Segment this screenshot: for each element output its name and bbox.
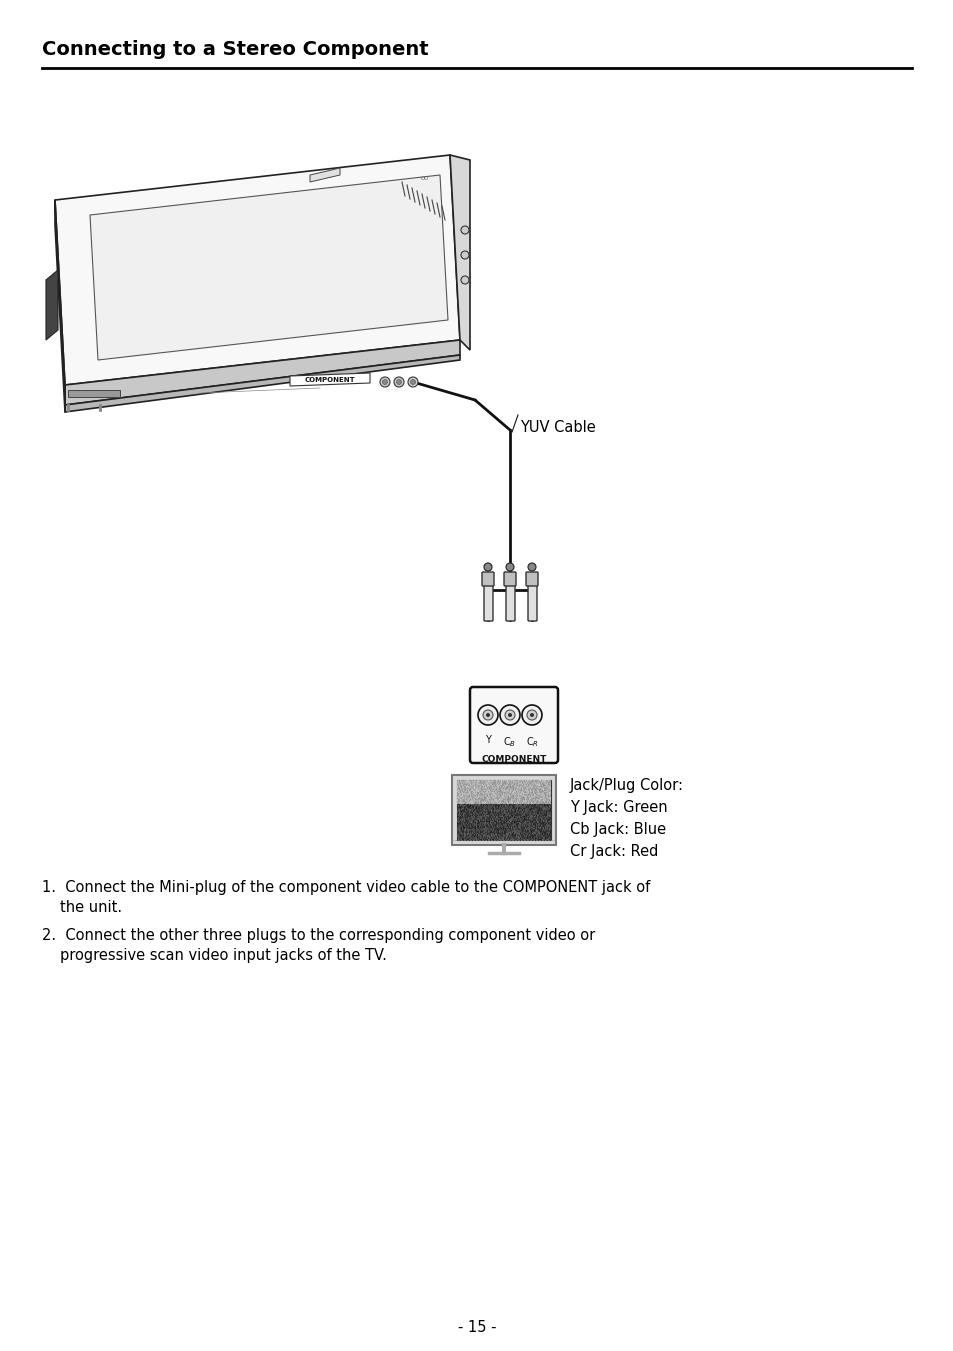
Text: Connecting to a Stereo Component: Connecting to a Stereo Component [42,41,428,59]
Text: 1.  Connect the Mini-plug of the component video cable to the COMPONENT jack of: 1. Connect the Mini-plug of the componen… [42,880,650,894]
Polygon shape [55,200,65,412]
Circle shape [460,226,469,234]
FancyBboxPatch shape [483,584,493,621]
FancyBboxPatch shape [470,688,558,763]
Text: Cr Jack: Red: Cr Jack: Red [569,844,658,859]
Circle shape [382,380,387,385]
Text: Y: Y [484,735,491,744]
Circle shape [379,377,390,386]
Text: ---: --- [500,784,506,788]
FancyBboxPatch shape [527,584,537,621]
Circle shape [483,563,492,571]
Circle shape [477,705,497,725]
Text: C$_B$: C$_B$ [503,735,516,748]
Polygon shape [290,373,370,386]
FancyBboxPatch shape [505,584,515,621]
Text: progressive scan video input jacks of the TV.: progressive scan video input jacks of th… [60,948,387,963]
Circle shape [521,705,541,725]
Circle shape [460,276,469,284]
Circle shape [527,563,536,571]
Text: Jack/Plug Color:: Jack/Plug Color: [569,778,683,793]
Circle shape [499,705,519,725]
Text: COMPONENT: COMPONENT [481,755,546,765]
Text: 2.  Connect the other three plugs to the corresponding component video or: 2. Connect the other three plugs to the … [42,928,595,943]
Circle shape [485,713,490,717]
Text: YUV Cable: YUV Cable [519,420,595,435]
Circle shape [530,713,534,717]
FancyBboxPatch shape [503,571,516,586]
Text: the unit.: the unit. [60,900,122,915]
Polygon shape [65,340,459,405]
Circle shape [505,563,514,571]
Circle shape [507,713,512,717]
Circle shape [460,251,469,259]
Polygon shape [90,176,448,359]
FancyBboxPatch shape [452,775,556,844]
Polygon shape [46,270,58,340]
Polygon shape [310,168,339,182]
Text: C$_R$: C$_R$ [525,735,537,748]
Text: COMPONENT: COMPONENT [304,377,355,382]
FancyBboxPatch shape [525,571,537,586]
Circle shape [394,377,403,386]
Circle shape [396,380,401,385]
Text: Cb Jack: Blue: Cb Jack: Blue [569,821,665,838]
Text: OO: OO [420,176,429,181]
Polygon shape [55,155,459,385]
Polygon shape [450,155,470,350]
Text: Y Jack: Green: Y Jack: Green [569,800,667,815]
FancyBboxPatch shape [481,571,494,586]
Polygon shape [68,390,120,397]
Circle shape [482,711,493,720]
Polygon shape [65,355,459,412]
FancyBboxPatch shape [456,780,551,840]
Circle shape [408,377,417,386]
Circle shape [410,380,416,385]
Circle shape [504,711,515,720]
Circle shape [526,711,537,720]
Text: - 15 -: - 15 - [457,1320,496,1335]
